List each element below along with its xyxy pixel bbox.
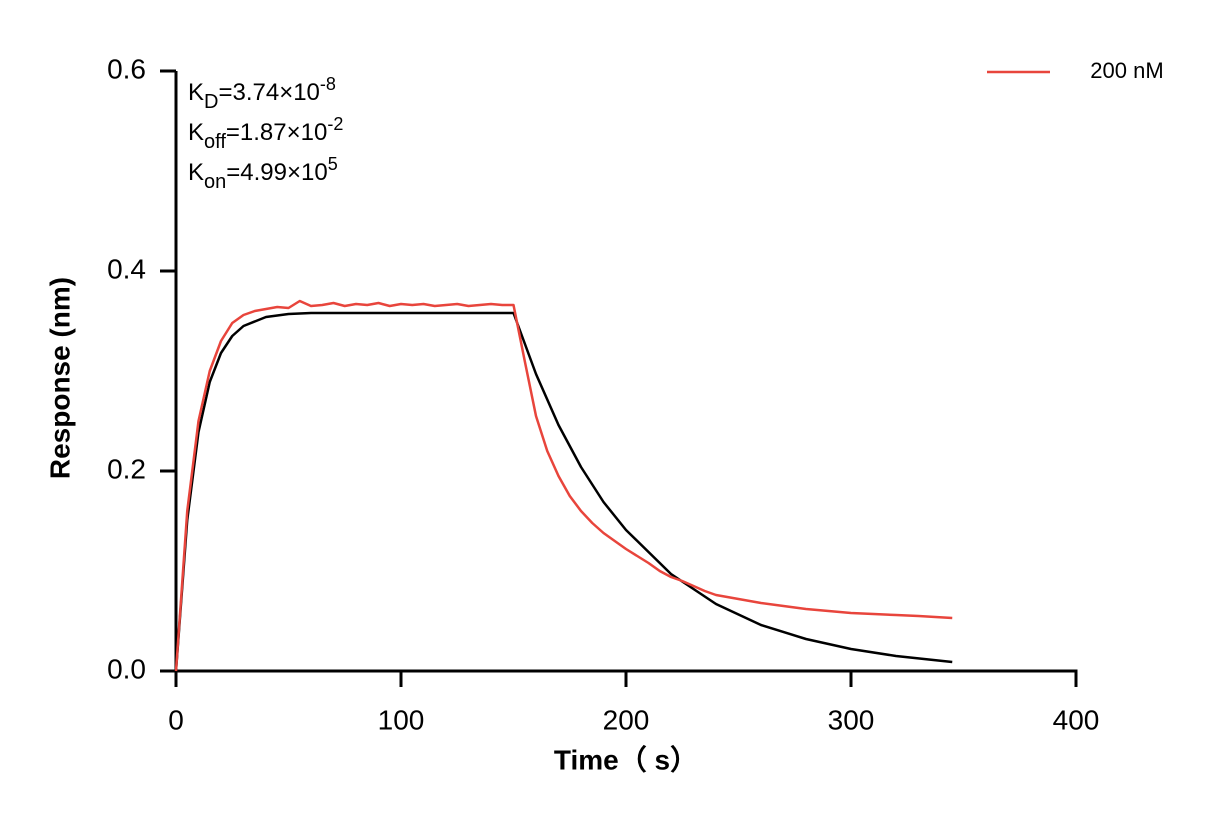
- annotation-sup: 5: [328, 154, 338, 174]
- annotation-sub: D: [204, 91, 218, 113]
- annotation-sub: on: [204, 171, 226, 193]
- x-tick-label: 200: [603, 704, 650, 735]
- x-axis-title: Time（ s）: [554, 743, 698, 775]
- y-tick-label: 0.6: [107, 53, 146, 84]
- annotation-text: =1.87×10: [226, 119, 327, 146]
- annotation-sup: -2: [327, 114, 343, 134]
- annotation-main: K: [188, 159, 204, 186]
- x-tick-label: 300: [828, 704, 875, 735]
- annotation-text: =4.99×10: [226, 159, 327, 186]
- y-tick-label: 0.0: [107, 653, 146, 684]
- annotation: KD=3.74×10-8: [188, 74, 336, 113]
- x-tick-label: 100: [378, 704, 425, 735]
- annotation: Kon=4.99×105: [188, 154, 338, 193]
- series-line: [174, 311, 953, 672]
- annotation: Koff=1.87×10-2: [188, 114, 343, 153]
- series-line: [174, 299, 953, 672]
- y-axis-title: Response (nm): [44, 277, 75, 479]
- x-tick-label: 0: [168, 704, 184, 735]
- y-tick-label: 0.4: [107, 253, 146, 284]
- legend-label: 200 nM: [1090, 58, 1163, 83]
- annotation-text: =3.74×10: [218, 79, 319, 106]
- annotation-sup: -8: [320, 74, 336, 94]
- y-tick-label: 0.2: [107, 453, 146, 484]
- annotation-main: K: [188, 119, 204, 146]
- annotation-main: K: [188, 79, 204, 106]
- x-tick-label: 400: [1053, 704, 1100, 735]
- annotation-sub: off: [204, 131, 226, 153]
